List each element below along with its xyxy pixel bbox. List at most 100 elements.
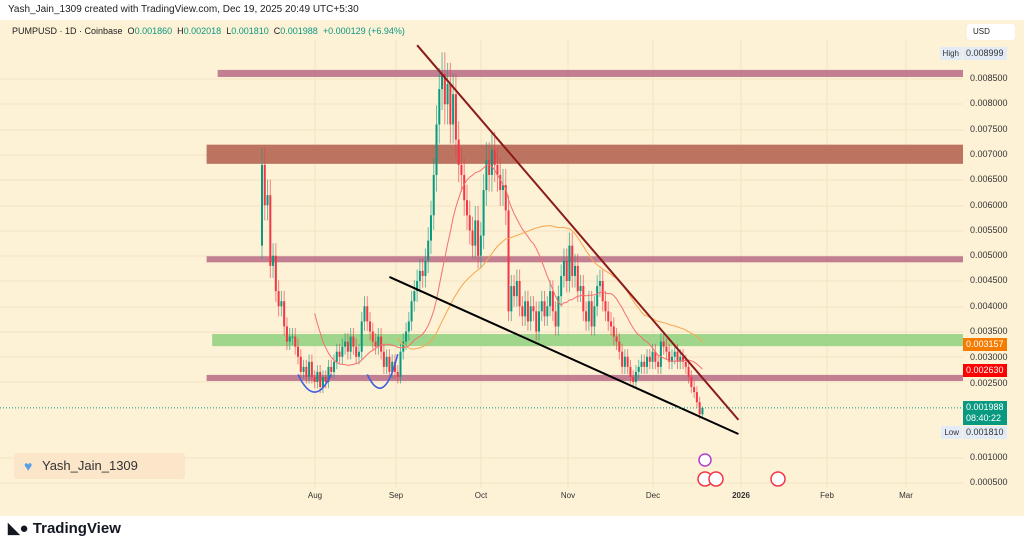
candle-body [330,366,333,372]
price-zone [212,334,963,347]
candle-body [582,286,585,312]
candle-body [610,321,613,327]
candle-body [435,124,438,175]
candle-body [349,336,352,352]
candle-body [477,220,480,256]
rounded-bottom-arc [366,354,399,389]
candle-body [640,361,643,367]
candle-body [263,164,266,206]
candle-body [629,366,632,377]
candle-body [452,94,455,125]
candle-body [501,185,504,191]
candle-body [682,356,685,362]
candle-body [266,195,269,206]
candle-body [554,311,557,327]
candle-body [499,174,502,191]
candle-body [460,164,463,175]
price-zone [206,374,964,381]
candle-body [493,149,496,165]
candle-body [526,301,529,322]
candle-body [369,321,372,332]
candle-body [532,306,535,312]
candle-body [380,336,383,352]
low-label: L [226,26,232,36]
red-price-label: 0.002630 [963,364,1007,377]
orange-price-label: 0.003157 [963,338,1007,351]
candle-body [471,230,474,246]
candle-body [632,376,635,382]
candle-body [427,240,430,261]
tradingview-logo[interactable]: ◣● TradingView [8,519,121,537]
candle-body [335,351,338,362]
candle-body [399,351,402,377]
candle-body [565,260,568,281]
price-tick: 0.003500 [970,326,1008,336]
price-tick: 0.005500 [970,225,1008,235]
candle-body [596,286,599,307]
currency-button[interactable]: USD [967,24,1015,40]
candle-body [388,356,391,372]
close-value: 0.001988 [280,26,318,36]
candle-body [338,351,341,357]
candle-body [701,407,704,415]
candle-body [272,255,275,266]
brand-name: TradingView [32,520,121,537]
candle-body [521,306,524,317]
candle-body [648,356,651,362]
candle-body [321,376,324,388]
candle-body [416,281,419,292]
candle-body [396,371,399,377]
price-tick: 0.006000 [970,200,1008,210]
candle-body [454,94,457,140]
price-tick: 0.003000 [970,352,1008,362]
candle-body [285,326,288,342]
candle-body [341,346,344,357]
candle-body [646,356,649,367]
candle-body [560,275,563,297]
candle-body [643,361,646,367]
high-tag: High [939,47,962,60]
candle-body [576,265,579,292]
candle-body [465,200,468,216]
candle-body [626,356,629,367]
chart-area[interactable] [0,20,1024,516]
candle-body [457,139,460,165]
high-value: 0.002018 [183,26,222,36]
candle-body [659,341,662,367]
price-zone [217,69,963,77]
bar-countdown: 08:40:22 [966,413,1002,423]
candle-body [274,255,277,292]
candle-body [302,366,305,372]
candle-body [324,376,327,382]
candle-body [333,361,336,372]
candle-body [327,366,330,382]
ohlc-legend: PUMPUSD · 1D · Coinbase O0.001860 H0.002… [0,22,963,40]
rounded-bottom-arc [297,374,332,393]
high-price: 0.008999 [963,47,1007,60]
candle-body [695,392,698,403]
candle-body [446,84,449,105]
candle-body [382,351,385,367]
time-tick: Sep [388,491,404,500]
candle-body [346,341,349,352]
candle-body [363,306,366,322]
time-tick: Nov [560,491,576,500]
candle-body [529,306,532,322]
candle-body [518,281,521,307]
author-name: Yash_Jain_1309 [42,458,138,473]
candle-body [601,281,604,302]
price-tick: 0.002500 [970,378,1008,388]
candle-body [535,311,538,332]
candle-body [413,291,416,302]
candle-body [513,286,516,297]
candle-body [485,159,488,191]
price-tick: 0.008000 [970,98,1008,108]
symbol-info[interactable]: PUMPUSD · 1D · Coinbase [12,26,123,36]
candle-body [352,336,355,347]
candle-body [441,73,444,90]
candle-body [316,371,319,382]
candle-body [319,371,322,388]
candle-body [665,346,668,352]
us-flag-event-icon [708,471,724,487]
